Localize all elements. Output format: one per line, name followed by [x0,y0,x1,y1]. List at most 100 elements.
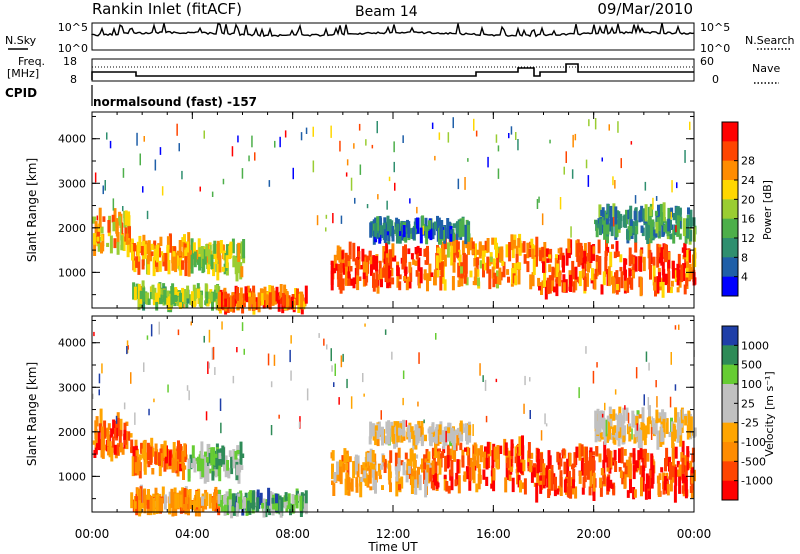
echo-cell [153,240,157,246]
echo-cell [385,421,389,434]
echo-cell [431,460,435,475]
echo-cell [676,416,680,434]
echo-cell [431,122,434,129]
echo-cell [123,402,126,410]
echo-cell [635,220,639,235]
echo-cell [445,430,447,443]
echo-cell [406,460,410,471]
echo-cell [156,244,159,263]
echo-cell [312,126,314,137]
echo-cell [510,439,514,456]
echo-cell [594,430,598,443]
echo-cell [498,267,502,285]
echo-cell [379,268,383,285]
nsky-label: N.Sky [5,34,37,47]
echo-cell [248,294,252,311]
colorbar-tick-label: -500 [741,455,766,468]
echo-cell [475,257,479,273]
echo-cell [649,468,653,486]
echo-cell [669,219,672,229]
echo-cell [142,295,146,311]
echo-cell [142,287,146,302]
echo-cell [214,466,218,478]
echo-cell [683,455,687,466]
echo-cell [142,440,146,452]
echo-cell [182,498,186,511]
echo-cell [655,409,659,424]
echo-cell [672,213,676,221]
echo-cell [597,411,601,431]
echo-cell [614,389,617,395]
echo-cell [382,246,386,263]
echo-cell [358,123,361,131]
echo-cell [660,212,664,226]
echo-cell [465,277,469,286]
echo-cell [369,448,373,463]
echo-cell [339,466,343,477]
echo-cell [592,246,596,254]
echo-cell [147,240,151,260]
echo-cell [146,292,150,305]
echo-cell [402,225,406,238]
echo-cell [242,239,246,259]
echo-cell [222,178,225,185]
echo-cell [628,255,632,267]
echo-cell [97,223,101,237]
echo-cell [578,471,582,484]
echo-cell [134,445,138,451]
echo-cell [289,349,291,363]
echo-cell [588,119,590,127]
echo-cell [427,471,431,484]
echo-cell [238,496,241,504]
site-title: Rankin Inlet (fitACF) [92,0,242,18]
echo-cell [436,215,439,232]
echo-cell [605,214,609,219]
echo-cell [173,246,177,256]
echo-cell [362,462,366,468]
echo-cell [552,473,556,485]
echo-cell [92,440,96,445]
echo-cell [590,278,594,284]
echo-cell [183,443,187,457]
echo-cell [515,132,517,140]
echo-cell [183,243,187,248]
echo-cell [634,242,638,253]
echo-cell [143,362,145,372]
echo-cell [337,277,341,286]
echo-cell [265,291,269,297]
echo-cell [138,496,142,517]
echo-cell [356,455,360,464]
echo-cell [413,224,417,230]
echo-cell [492,475,496,492]
echo-cell [602,472,606,485]
echo-cell [112,198,115,211]
echo-cell [596,223,600,228]
echo-cell [239,490,243,503]
echo-cell [423,470,427,484]
echo-cell [662,268,666,282]
echo-cell [221,266,225,272]
colorbar-tick-label: 500 [741,359,762,372]
echo-cell [145,242,149,255]
echo-cell [410,426,414,439]
echo-cell [670,224,674,230]
echo-cell [199,295,203,309]
echo-cell [401,262,405,270]
echo-cell [414,425,418,435]
echo-cell [431,229,435,240]
echo-cell [166,236,170,250]
echo-cell [304,490,308,504]
echo-cell [374,425,378,431]
echo-cell [391,256,395,262]
echo-cell [572,468,576,475]
echo-cell [566,458,570,478]
echo-cell [632,487,636,500]
echo-cell [514,446,518,457]
echo-cell [261,293,265,306]
echo-cell [446,224,450,231]
echo-cell [393,141,395,153]
echo-cell [463,471,467,482]
echo-cell [342,463,346,472]
echo-cell [240,266,244,278]
echo-cell [168,450,172,466]
